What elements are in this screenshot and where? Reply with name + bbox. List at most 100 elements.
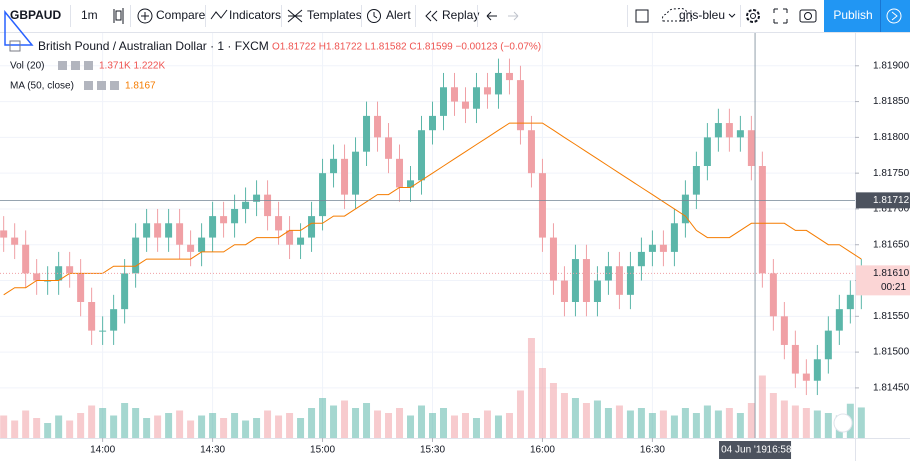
candle-body bbox=[297, 237, 305, 245]
y-tick-label: 1.81800 bbox=[873, 132, 910, 143]
volume-bar bbox=[121, 403, 129, 438]
candle-body bbox=[286, 230, 294, 245]
x-tick-label: 15:00 bbox=[310, 445, 335, 456]
candle-body bbox=[648, 244, 656, 252]
candle-body bbox=[341, 158, 349, 195]
candle-body bbox=[615, 266, 623, 295]
volume-bar bbox=[110, 415, 118, 438]
candle-body bbox=[88, 302, 96, 331]
volume-bar bbox=[857, 407, 865, 438]
candle-body bbox=[846, 294, 854, 310]
templates-button[interactable]: Templates bbox=[307, 8, 362, 22]
candle-body bbox=[209, 216, 217, 238]
candle-body bbox=[483, 87, 491, 95]
checkbox[interactable] bbox=[9, 40, 21, 52]
volume-bar bbox=[791, 405, 799, 438]
scroll-button[interactable] bbox=[833, 413, 853, 433]
publish-button-bg[interactable] bbox=[824, 0, 910, 32]
layout-icon[interactable] bbox=[635, 9, 649, 23]
layout-menu[interactable] bbox=[728, 13, 736, 18]
candle-body bbox=[703, 137, 711, 166]
candle-body bbox=[494, 72, 502, 95]
volume-bar bbox=[11, 420, 19, 438]
compare-button[interactable]: Compare bbox=[156, 8, 206, 22]
candle-body bbox=[571, 259, 579, 302]
candle-body bbox=[604, 266, 612, 281]
interval[interactable]: 1m bbox=[81, 8, 98, 22]
alert-button[interactable]: Alert bbox=[386, 8, 411, 22]
candle-body bbox=[253, 194, 261, 202]
indicators-button[interactable]: Indicators bbox=[229, 8, 281, 22]
volume-pane bbox=[0, 338, 865, 438]
volume-bar bbox=[527, 338, 535, 438]
candle-body bbox=[55, 266, 63, 281]
fullscreen-icon[interactable] bbox=[773, 8, 788, 24]
candle-body bbox=[835, 309, 843, 331]
volume-bar bbox=[363, 403, 371, 438]
volume-bar bbox=[264, 410, 272, 438]
cloud-icon bbox=[662, 7, 693, 22]
volume-bar bbox=[231, 413, 239, 438]
compare-icon[interactable] bbox=[137, 8, 153, 24]
candle-body bbox=[429, 115, 436, 131]
volume-bar bbox=[439, 408, 447, 438]
candle-body bbox=[0, 230, 8, 238]
volume-bar bbox=[824, 413, 832, 438]
volume-bar bbox=[319, 398, 327, 438]
redo-button[interactable] bbox=[508, 11, 519, 21]
volume-bar bbox=[22, 410, 30, 438]
candle-body bbox=[538, 173, 546, 238]
candle-body bbox=[396, 158, 404, 188]
indicator-controls[interactable] bbox=[58, 61, 93, 70]
candle-body bbox=[461, 101, 469, 109]
candle-body bbox=[549, 237, 557, 281]
volume-bar bbox=[187, 420, 195, 438]
y-tick-label: 1.81500 bbox=[873, 347, 910, 358]
volume-bar bbox=[275, 415, 283, 438]
publish-menu[interactable] bbox=[886, 8, 902, 24]
candle-body bbox=[99, 330, 107, 332]
candle-body bbox=[450, 87, 458, 102]
volume-bar bbox=[341, 400, 349, 438]
indicators-icon[interactable] bbox=[210, 9, 228, 20]
settings-icon[interactable] bbox=[746, 9, 760, 23]
volume-bar bbox=[516, 390, 524, 438]
snapshot-icon[interactable] bbox=[799, 9, 817, 23]
volume-bar bbox=[330, 405, 338, 438]
x-tick-label: 15:30 bbox=[420, 445, 445, 456]
chart-style-icon[interactable] bbox=[113, 8, 124, 24]
candle-body bbox=[582, 259, 590, 302]
volume-bar bbox=[604, 408, 612, 438]
volume-bar bbox=[132, 408, 140, 438]
publish-button[interactable]: Publish bbox=[833, 8, 872, 22]
candle-body bbox=[374, 115, 382, 138]
candle-body bbox=[824, 330, 832, 360]
volume-bar bbox=[494, 415, 502, 438]
volume-bar bbox=[143, 418, 151, 438]
candle-body bbox=[66, 266, 74, 274]
templates-icon[interactable] bbox=[287, 9, 303, 23]
candle-body bbox=[231, 208, 239, 224]
indicator-controls[interactable] bbox=[84, 81, 119, 90]
countdown: 00:21 bbox=[881, 282, 906, 293]
volume-bar bbox=[736, 413, 744, 438]
candle-body bbox=[121, 273, 129, 310]
symbol-title: British Pound / Australian Dollar · 1 · … bbox=[38, 39, 269, 53]
candle-body bbox=[418, 130, 426, 181]
volume-bar bbox=[55, 415, 63, 438]
layout-name[interactable]: gris-bleu bbox=[679, 8, 725, 22]
x-tick-label: 16:00 bbox=[530, 445, 555, 456]
symbol[interactable]: GBPAUD bbox=[10, 8, 61, 22]
undo-button[interactable] bbox=[486, 11, 497, 21]
volume-bar bbox=[418, 405, 426, 438]
candle-body bbox=[44, 280, 52, 282]
candle-body bbox=[385, 137, 393, 159]
replay-button[interactable]: Replay bbox=[442, 8, 479, 22]
candle-body bbox=[736, 130, 744, 138]
volume-bar bbox=[483, 410, 491, 438]
candle-body bbox=[308, 216, 316, 238]
alert-icon[interactable] bbox=[367, 9, 381, 23]
replay-icon[interactable] bbox=[425, 10, 438, 22]
ohlc-values: O1.81722 H1.81722 L1.81582 C1.81599 −0.0… bbox=[272, 42, 541, 53]
candle-body bbox=[516, 80, 524, 131]
